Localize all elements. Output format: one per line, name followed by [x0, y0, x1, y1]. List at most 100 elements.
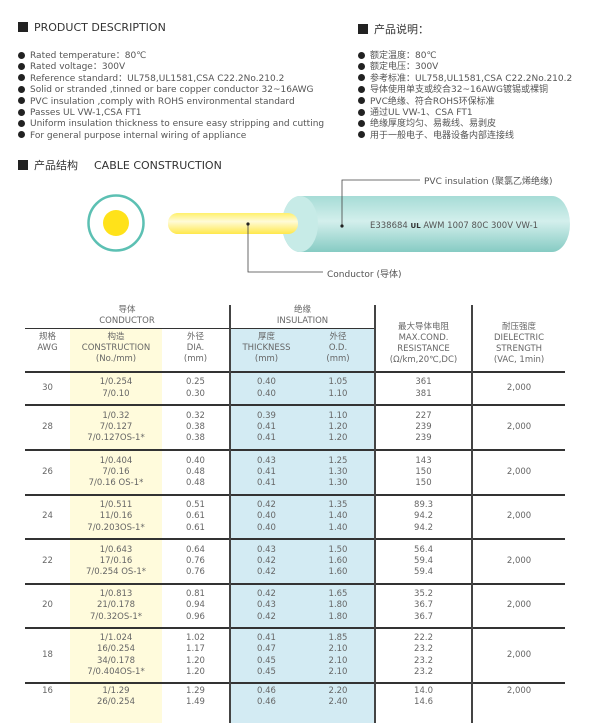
dia-cell: 0.40 0.48 0.48: [162, 449, 230, 495]
resistance-cell-line: 14.0: [414, 686, 433, 696]
dia-cell-line: 0.61: [186, 522, 205, 533]
od-header: 外径 O.D. (mm): [302, 328, 377, 372]
heading-text-en: CABLE CONSTRUCTION: [94, 159, 222, 172]
resistance-cell-line: 227: [415, 410, 432, 421]
resistance-cell-line: 23.2: [414, 666, 433, 677]
construction-cell-line: 1/0.511: [99, 500, 133, 511]
thickness-cell-line: 0.39: [257, 410, 276, 421]
thickness-cell: 0.41 0.47 0.45 0.45: [229, 627, 302, 683]
resistance-cell: 14.0 14.6: [375, 682, 474, 723]
od-cell-line: 1.10: [328, 388, 348, 399]
od-cell-line: 1.20: [328, 433, 348, 444]
od-cell-line: 2.10: [328, 666, 348, 677]
dielectric-header-line: 耐压强度: [502, 321, 537, 332]
resistance-cell-line: 361: [415, 377, 432, 388]
square-bullet-icon: [18, 160, 28, 170]
thickness-cell-line: 0.45: [257, 666, 276, 677]
construction-cell-line: 7/0.127OS-1*: [87, 433, 145, 444]
group-cn: 导体: [118, 305, 136, 316]
heading-text: 产品说明：: [374, 23, 429, 36]
description-item: Uniform insulation thickness to ensure e…: [18, 119, 324, 130]
construction-cell-line: 16/0.254: [96, 644, 135, 655]
od-cell: 1.35 1.40 1.40: [302, 494, 377, 539]
group-en: CONDUCTOR: [99, 316, 155, 327]
dia-cell-line: 0.51: [186, 500, 205, 511]
resistance-cell-line: 23.2: [414, 644, 433, 655]
resistance-cell-line: 150: [415, 478, 432, 489]
construction-cell-line: 21/0.178: [96, 600, 135, 611]
heading-text: PRODUCT DESCRIPTION: [34, 21, 166, 34]
dia-cell: 0.51 0.61 0.61: [162, 494, 230, 539]
od-cell-line: 1.50: [328, 544, 348, 555]
construction-cell: 1/0.813 21/0.178 7/0.32OS-1*: [70, 583, 162, 628]
description-item: For general purpose internal wiring of a…: [18, 131, 324, 142]
resistance-cell: 89.3 94.2 94.2: [375, 494, 474, 539]
construction-cell: 1/1.024 16/0.254 34/0.178 7/0.404OS-1*: [70, 627, 162, 683]
dielectric-cell: 2,000: [472, 682, 566, 723]
resistance-cell: 143 150 150: [375, 449, 474, 495]
dia-cell-line: 1.17: [186, 644, 205, 655]
group-en: INSULATION: [276, 316, 329, 327]
resistance-cell-line: 59.4: [414, 567, 433, 578]
od-cell-line: 2.20: [328, 686, 348, 696]
construction-cell-line: 7/0.10: [102, 388, 130, 399]
thickness-cell-line: 0.41: [257, 478, 276, 489]
resistance-cell-line: 239: [415, 421, 432, 432]
thickness-cell-line: 0.43: [257, 600, 276, 611]
construction-cell: 1/0.254 7/0.10: [70, 371, 162, 405]
cross-section-icon: [87, 194, 145, 252]
od-cell-line: 1.85: [328, 633, 348, 644]
dia-cell: 0.81 0.94 0.96: [162, 583, 230, 628]
description-item: Passes UL VW-1,CSA FT1: [18, 108, 324, 119]
dielectric-cell: 2,000: [472, 449, 566, 495]
construction-header-line: CONSTRUCTION: [81, 342, 151, 353]
construction-cell-line: 1/0.32: [102, 410, 130, 421]
od-cell-line: 1.05: [328, 377, 348, 388]
construction-cell-line: 1/0.254: [99, 377, 133, 388]
resistance-cell: 56.4 59.4 59.4: [375, 538, 474, 584]
resistance-cell-line: 94.2: [414, 511, 433, 522]
resistance-header: 最大导体电阻 MAX.COND. RESISTANCE (Ω/km,20℃,DC): [375, 305, 474, 372]
awg-cell: 30: [25, 371, 70, 405]
description-item: 通过UL VW-1、CSA FT1: [358, 108, 572, 119]
dia-header: 外径 DIA. (mm): [162, 328, 230, 372]
table-row: 16 1/1.29 26/0.254 1.29 1.49 0.46 0.46 2.20 2.40…: [25, 682, 566, 723]
thickness-cell-line: 0.41: [257, 633, 276, 644]
dia-cell-line: 0.38: [186, 433, 205, 444]
od-cell-line: 1.25: [328, 455, 348, 466]
resistance-cell-line: 381: [415, 388, 432, 399]
construction-header-line: 构造: [107, 331, 125, 342]
construction-cell-line: 7/0.127: [99, 421, 133, 432]
dielectric-header: 耐压强度 DIELECTRIC STRENGTH (VAC, 1min): [472, 305, 565, 372]
thickness-cell-line: 0.41: [257, 466, 276, 477]
square-bullet-icon: [18, 22, 28, 32]
thickness-cell: 0.46 0.46: [229, 682, 302, 723]
construction-cell-line: 26/0.254: [96, 697, 135, 708]
resistance-cell-line: 89.3: [414, 500, 433, 511]
od-cell-line: 1.60: [328, 567, 348, 578]
thickness-cell-line: 0.42: [257, 611, 276, 622]
description-item: Rated voltage：300V: [18, 62, 324, 73]
awg-cell: 22: [25, 538, 70, 584]
od-cell-line: 1.10: [328, 410, 348, 421]
resistance-cell-line: 36.7: [414, 611, 433, 622]
construction-cell-line: 17/0.16: [99, 555, 133, 566]
dielectric-cell: 2,000: [472, 404, 566, 450]
conductor-group-header: 导体 CONDUCTOR: [25, 305, 230, 329]
awg-header: 规格 AWG: [25, 328, 70, 372]
thickness-cell: 0.42 0.43 0.42: [229, 583, 302, 628]
od-cell: 2.20 2.40: [302, 682, 377, 723]
description-item: 绝缘厚度均匀、易裁线、易剥皮: [358, 119, 572, 130]
construction-cell-line: 7/0.254 OS-1*: [85, 567, 147, 578]
thickness-cell: 0.39 0.41 0.41: [229, 404, 302, 450]
construction-cell: 1/1.29 26/0.254: [70, 682, 162, 723]
resistance-cell-line: 14.6: [414, 697, 433, 708]
od-cell: 1.85 2.10 2.10 2.10: [302, 627, 377, 683]
dielectric-header-line: STRENGTH: [495, 344, 543, 354]
description-item: 额定温度：80℃: [358, 51, 572, 62]
thickness-header: 厚度 THICKNESS (mm): [229, 328, 302, 372]
dia-cell-line: 0.48: [186, 466, 205, 477]
resistance-cell: 22.2 23.2 23.2 23.2: [375, 627, 474, 683]
resistance-header-line: (Ω/km,20℃,DC): [389, 355, 458, 366]
thickness-cell-line: 0.46: [257, 697, 276, 708]
